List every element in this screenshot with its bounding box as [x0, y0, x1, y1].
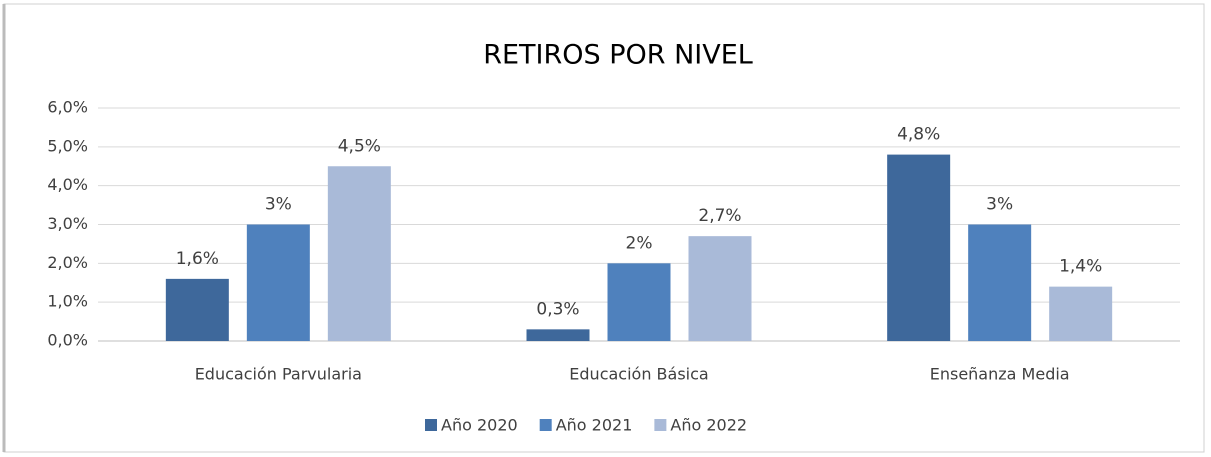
- legend-swatch: [425, 419, 437, 431]
- y-tick-label: 3,0%: [47, 214, 88, 233]
- bar: [607, 263, 671, 341]
- value-label: 4,5%: [338, 136, 381, 156]
- bar: [1049, 286, 1113, 341]
- bar: [165, 278, 229, 341]
- bar: [246, 224, 310, 341]
- value-label: 4,8%: [897, 125, 940, 145]
- x-tick-label: Enseñanza Media: [930, 365, 1070, 384]
- value-label: 3%: [986, 195, 1013, 215]
- bar: [526, 329, 590, 341]
- value-label: 2%: [626, 233, 653, 253]
- chart-title: RETIROS POR NIVEL: [483, 40, 753, 71]
- bar: [327, 166, 391, 341]
- bar: [688, 236, 752, 341]
- bar: [887, 154, 951, 341]
- value-label: 1,6%: [176, 249, 219, 269]
- legend-swatch: [539, 419, 552, 431]
- y-tick-label: 2,0%: [47, 253, 88, 272]
- y-tick-label: 0,0%: [47, 331, 88, 350]
- y-tick-label: 4,0%: [47, 175, 88, 194]
- legend-label: Año 2022: [670, 416, 747, 435]
- value-label: 1,4%: [1059, 257, 1102, 277]
- x-tick-label: Educación Parvularia: [195, 365, 362, 384]
- x-tick-label: Educación Básica: [569, 365, 708, 384]
- legend-label: Año 2021: [556, 416, 633, 435]
- y-tick-label: 6,0%: [47, 98, 88, 117]
- legend-label: Año 2020: [441, 416, 518, 435]
- legend-swatch: [654, 419, 667, 431]
- value-label: 0,3%: [536, 299, 579, 319]
- bar: [968, 224, 1032, 341]
- value-label: 2,7%: [698, 206, 741, 226]
- value-label: 3%: [265, 195, 292, 215]
- y-tick-label: 1,0%: [47, 292, 88, 311]
- y-tick-label: 5,0%: [47, 136, 88, 155]
